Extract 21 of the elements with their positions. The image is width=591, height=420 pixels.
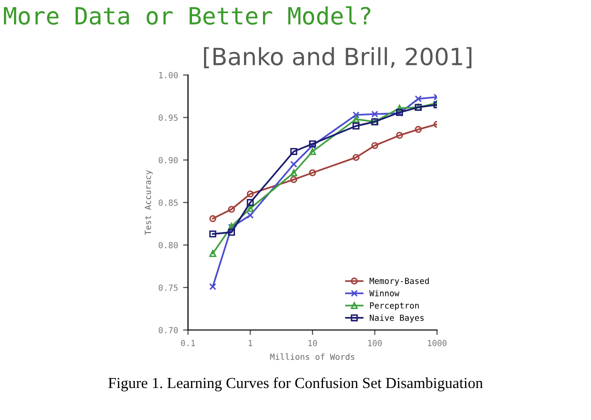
x-tick-label: 1000 — [428, 340, 446, 346]
x-tick-label: 100 — [368, 340, 382, 346]
y-tick-label: 0.75 — [158, 284, 178, 291]
y-tick-label: 1.00 — [159, 72, 178, 78]
caption: Figure 1. Learning Curves for Confusion Set Disambiguation — [108, 377, 483, 392]
legend-label: Memory-Based — [370, 278, 429, 286]
x-tick-label: 10 — [308, 340, 317, 346]
x-axis-title: Millions of Words — [270, 353, 354, 360]
legend-label: Winnow — [369, 290, 400, 296]
y-axis-title: Test Accuracy — [144, 170, 153, 235]
legend-label: Perceptron — [370, 302, 419, 310]
x-tick-label: 1 — [248, 340, 252, 346]
chart-title: More Data or Better Model? — [4, 6, 370, 25]
y-tick-label: 0.90 — [158, 157, 178, 164]
y-tick-label: 0.85 — [158, 200, 178, 206]
y-tick-label: 0.70 — [158, 327, 178, 334]
legend-label: Naive Bayes — [370, 314, 424, 322]
x-tick-label: 0.1 — [181, 340, 195, 346]
y-tick-label: 0.80 — [158, 242, 178, 248]
y-tick-label: 0.95 — [158, 114, 178, 121]
chart-subtitle: [Banko and Brill, 2001] — [204, 47, 472, 68]
